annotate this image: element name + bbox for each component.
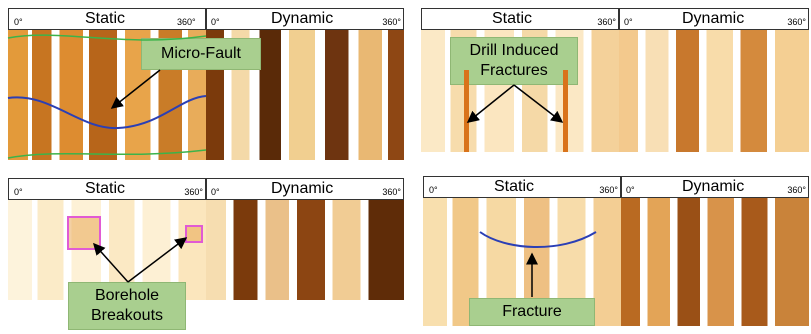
dynamic-image-strip [621,198,809,326]
deg-end-label-2: 360° [382,17,401,27]
callout-text: Drill Induced Fractures [469,42,559,79]
dynamic-header: 360° 0° Dynamic 360° [177,8,404,30]
deg-end-label: 360° [184,187,203,197]
dynamic-header: 0° Dynamic 360° [621,176,809,198]
deg-end-label-2: 360° [382,187,401,197]
dynamic-header: 0° Dynamic 360° [619,8,809,30]
dynamic-label: Dynamic [271,180,334,197]
deg-end-label: 360° [599,185,618,195]
callout-drill-induced: Drill Induced Fractures [450,37,578,85]
deg-end-label: 360° [177,17,196,27]
callout-fracture: Fracture [469,298,595,326]
deg-start-label-2: 0° [624,17,633,27]
deg-end-label: 360° [597,17,616,27]
dynamic-label: Dynamic [271,10,334,27]
static-header: 0° Static 360° [423,176,621,198]
deg-start-label: 0° [429,185,438,195]
deg-start-label-2: 0° [626,185,635,195]
callout-breakouts: Borehole Breakouts [68,282,186,330]
dynamic-image-strip [206,200,404,300]
static-label: Static [85,180,126,197]
dynamic-image-strip [619,30,809,152]
static-label: Static [492,10,533,27]
deg-start-label-2: 0° [211,187,220,197]
deg-end-label-2: 360° [787,17,806,27]
deg-start-label-2: 0° [211,17,220,27]
static-header: 0° Static [8,8,206,30]
static-header: 0° Static 360° [8,178,206,200]
callout-micro-fault: Micro-Fault [141,38,261,70]
deg-end-label-2: 360° [787,185,806,195]
static-label: Static [494,178,535,195]
dynamic-label: Dynamic [682,10,745,27]
static-label: Static [85,10,126,27]
deg-start-label: 0° [14,187,23,197]
deg-start-label: 0° [14,17,23,27]
dynamic-label: Dynamic [682,178,745,195]
static-header: Static 360° [421,8,619,30]
dynamic-header: 0° Dynamic 360° [206,178,404,200]
callout-text: Borehole Breakouts [90,287,164,324]
